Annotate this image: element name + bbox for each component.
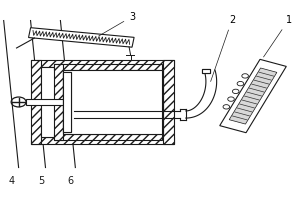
Bar <box>63 72 71 132</box>
Bar <box>31 60 174 67</box>
Text: 2: 2 <box>211 15 235 81</box>
Text: 4: 4 <box>8 176 14 186</box>
Text: 1: 1 <box>263 15 292 57</box>
Polygon shape <box>229 68 277 124</box>
Text: 3: 3 <box>99 12 135 36</box>
Bar <box>63 70 162 134</box>
Bar <box>202 69 210 73</box>
Bar <box>54 64 162 70</box>
Polygon shape <box>220 59 286 133</box>
Bar <box>202 69 210 73</box>
Bar <box>63 72 71 132</box>
Polygon shape <box>28 28 134 47</box>
Text: 6: 6 <box>68 176 74 186</box>
Bar <box>164 60 174 144</box>
Bar <box>26 99 63 105</box>
Bar <box>54 134 162 140</box>
Bar <box>31 60 41 144</box>
Bar <box>31 137 174 144</box>
Bar <box>54 64 63 140</box>
Text: 5: 5 <box>38 176 44 186</box>
Bar <box>41 67 164 137</box>
